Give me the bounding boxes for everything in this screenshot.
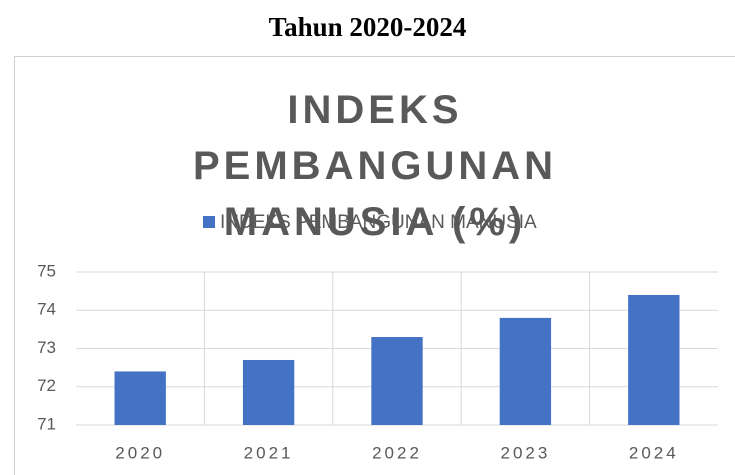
bar <box>114 371 166 425</box>
y-tick-label: 71 <box>37 414 56 433</box>
bar <box>628 294 680 425</box>
y-tick-label: 72 <box>37 376 56 395</box>
chart-frame <box>14 56 735 475</box>
y-tick-label: 75 <box>37 261 56 280</box>
x-tick-label: 2023 <box>500 443 550 462</box>
x-tick-label: 2021 <box>244 443 294 462</box>
chart-title: INDEKS PEMBANGUNAN MANUSIA (%) <box>193 88 557 244</box>
legend-label: INDEKS PEMBANGUNAN MANUSIA <box>220 212 537 233</box>
bar <box>371 337 423 425</box>
bar <box>242 359 295 425</box>
x-tick-label: 2020 <box>115 443 165 462</box>
y-tick-label: 74 <box>37 300 56 319</box>
bar <box>499 317 552 425</box>
x-tick-label: 2024 <box>629 443 679 462</box>
y-tick-label: 73 <box>37 338 56 357</box>
legend-swatch <box>203 216 215 228</box>
heading: Tahun 2020-2024 <box>268 12 467 42</box>
x-tick-label: 2022 <box>372 443 422 462</box>
